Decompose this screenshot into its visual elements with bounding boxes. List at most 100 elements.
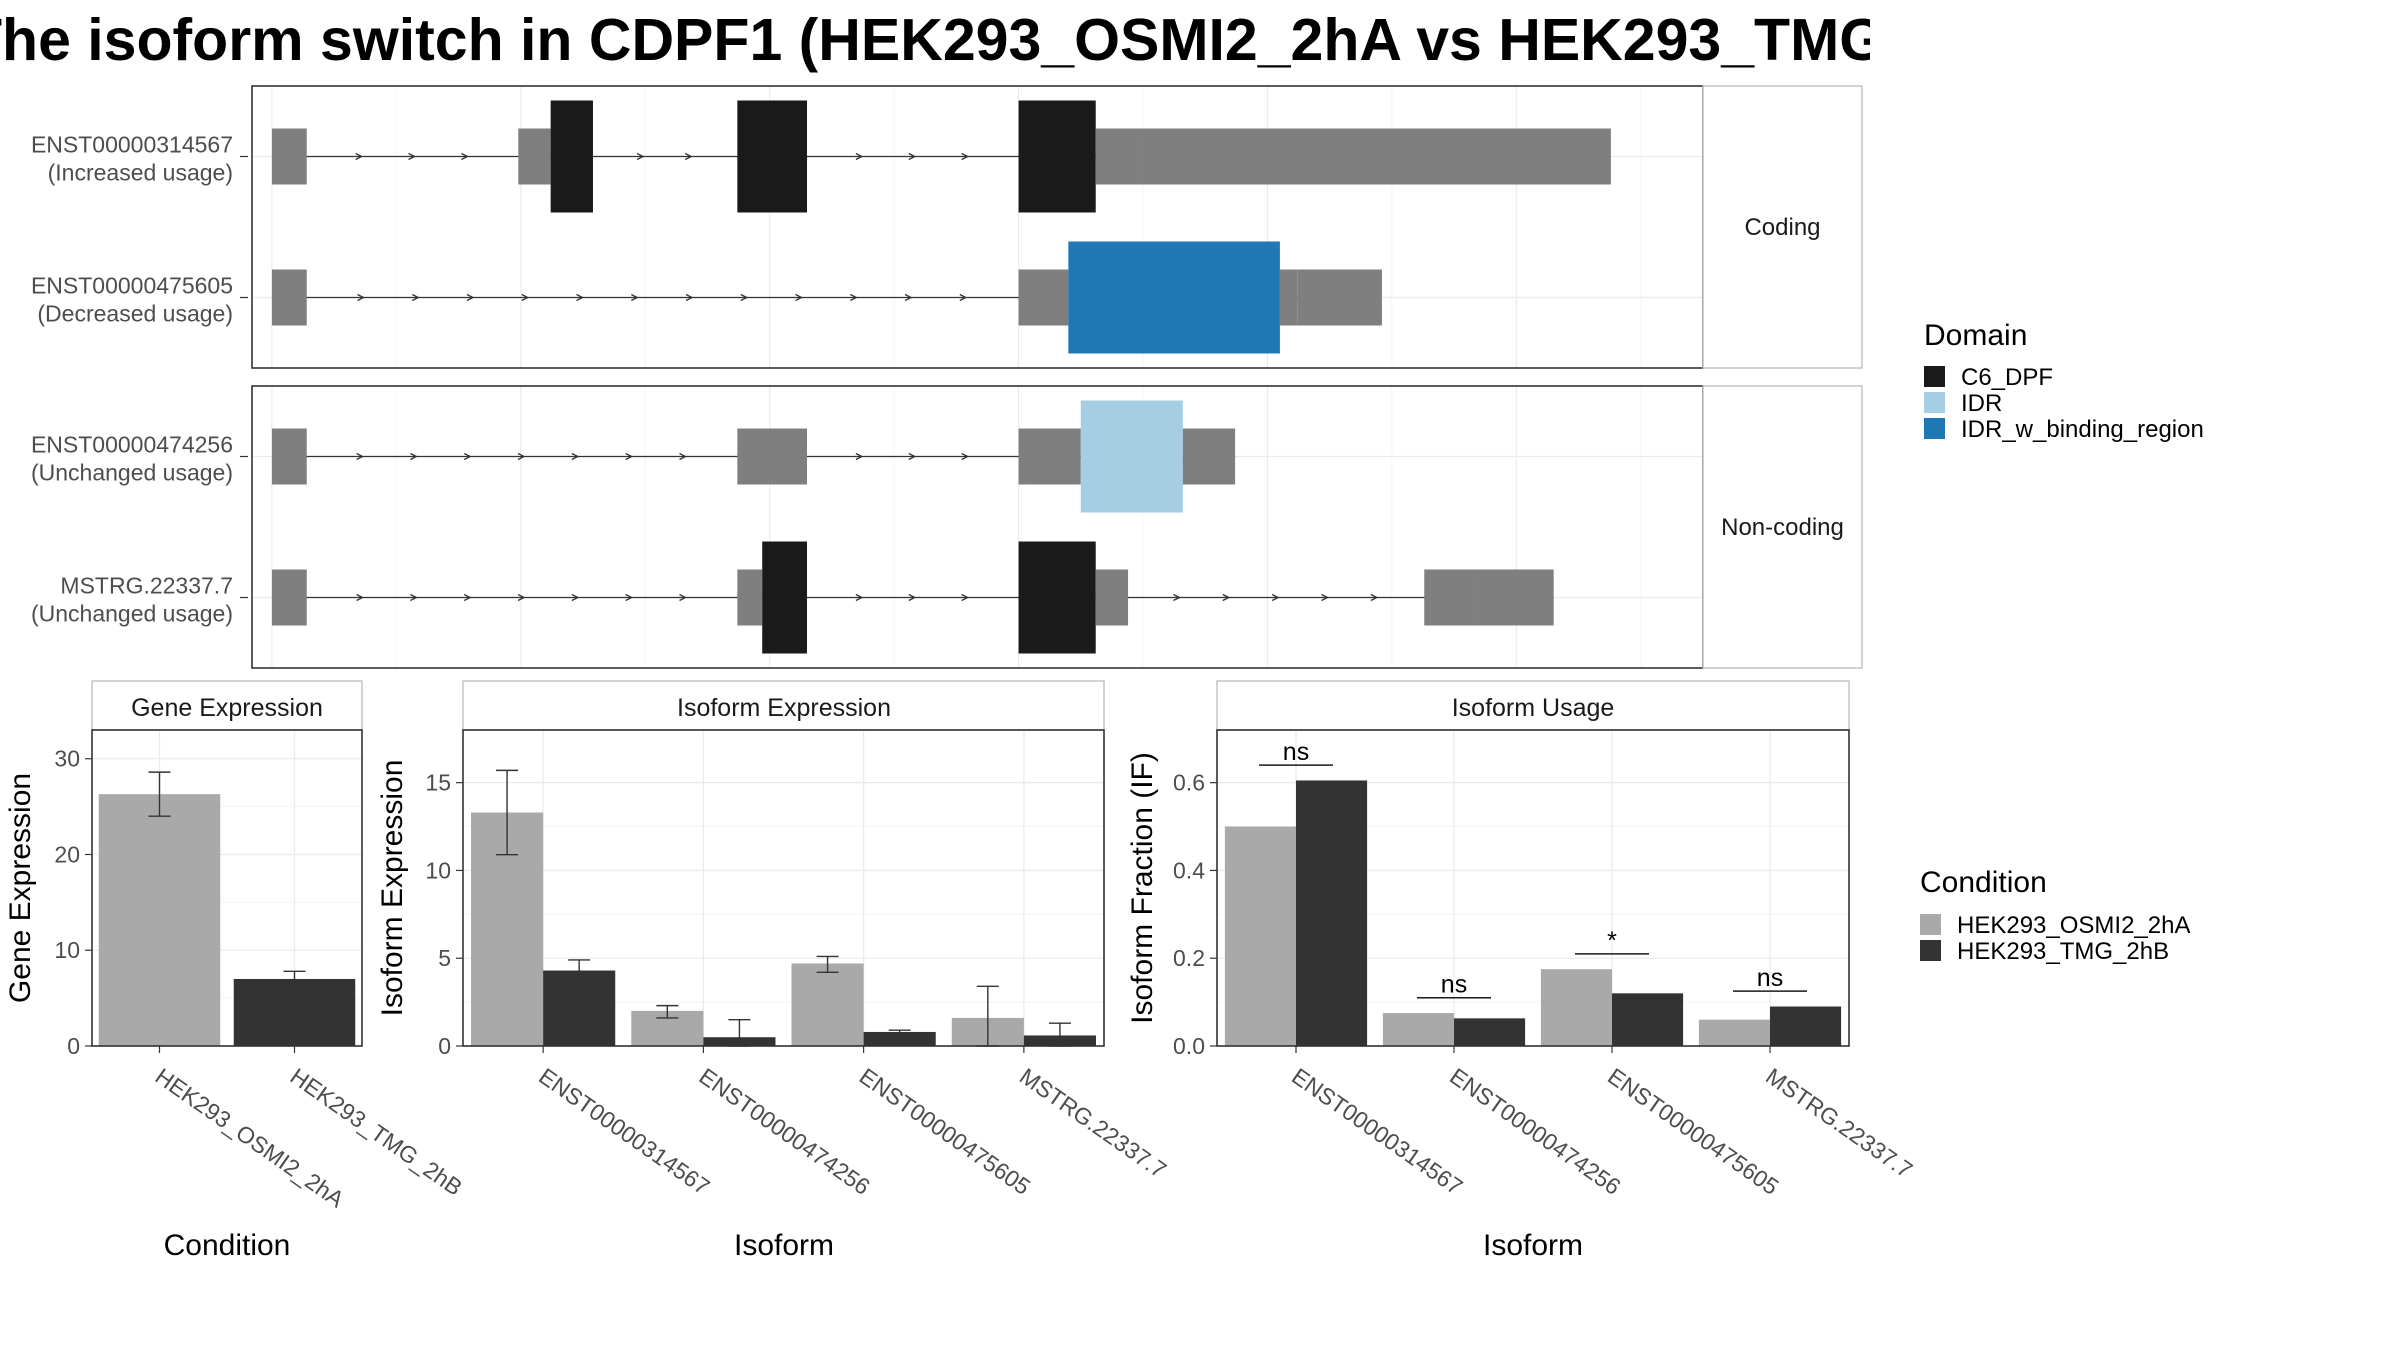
intron-arrow (679, 452, 687, 461)
y-tick-label: 30 (54, 746, 80, 772)
x-tick-label: ENST00000474256 (1445, 1063, 1625, 1200)
bar (791, 963, 864, 1046)
intron-arrow (466, 293, 475, 302)
isoform-usage-chart: Isoform Usage 0.0 0.2 0.4 0.6 ENST00000314567… (1126, 680, 1917, 1262)
x-tick-label: ENST00000314567 (534, 1063, 714, 1200)
intron-arrow (684, 152, 693, 161)
intron-arrow (908, 452, 917, 461)
bar (233, 978, 356, 1046)
y-tick-label: 0.6 (1173, 770, 1205, 796)
intron-arrow (679, 593, 687, 602)
bar (543, 970, 616, 1046)
legend-condition-swatch (1920, 914, 1941, 935)
exon-utr (518, 128, 551, 185)
exon-utr (737, 569, 763, 626)
y-tick-label: 5 (438, 945, 451, 971)
exon-idr (1080, 400, 1183, 513)
chart-border (91, 729, 363, 1047)
exon-utr (271, 269, 307, 326)
intron-arrow (1370, 593, 1379, 602)
y-tick-label: 20 (54, 841, 80, 867)
intron-arrow (740, 293, 749, 302)
intron-arrow (410, 452, 418, 461)
intron-arrow (1271, 593, 1280, 602)
exon-c6-dpf (1018, 541, 1096, 654)
bar (1296, 780, 1368, 1046)
facet-strip (1702, 85, 1863, 369)
intron-arrow (408, 152, 416, 161)
exon-utr (1279, 269, 1298, 326)
exon-utr (1018, 428, 1032, 485)
facet-strip-label: Non-coding (1721, 514, 1844, 541)
bar (863, 1031, 936, 1046)
transcript-usage-label: (Unchanged usage) (31, 460, 233, 486)
transcript-id-label: ENST00000475605 (31, 273, 233, 299)
y-tick-label: 15 (425, 770, 451, 796)
intron-arrow (355, 152, 364, 161)
legend-condition-label: HEK293_OSMI2_2hA (1957, 912, 2190, 939)
y-tick-label: 0.4 (1173, 857, 1205, 883)
intron-arrow (636, 152, 645, 161)
facet-strip-label: Coding (1744, 214, 1820, 241)
x-axis-label: Condition (164, 1229, 291, 1262)
y-tick-label: 0 (438, 1033, 451, 1059)
chart-border (462, 729, 1105, 1047)
intron-arrow (461, 152, 469, 161)
intron-arrow (411, 293, 420, 302)
intron-arrow (908, 593, 917, 602)
intron-arrow (855, 593, 864, 602)
intron-arrow (625, 593, 634, 602)
x-tick-label: MSTRG.22337.7 (1761, 1063, 1917, 1183)
intron-arrow (356, 452, 365, 461)
bar (1382, 1013, 1454, 1046)
exon-utr (1018, 269, 1032, 326)
intron-arrow (961, 452, 970, 461)
x-axis-label: Isoform (1483, 1229, 1583, 1262)
structure-panel-border (251, 385, 1704, 669)
legend-condition-swatch (1920, 940, 1941, 961)
exon-utr (1095, 128, 1139, 185)
exon-utr (1095, 569, 1129, 626)
significance-label: ns (1283, 738, 1309, 766)
exon-utr (1031, 428, 1081, 485)
structure-panel-border (251, 85, 1704, 369)
intron-arrow (576, 293, 584, 302)
y-tick-label: 10 (54, 937, 80, 963)
exon-utr (737, 428, 808, 485)
intron-arrow (357, 293, 365, 302)
exon-utr (271, 569, 307, 626)
bar (1698, 1019, 1770, 1046)
intron-arrow (1173, 593, 1181, 602)
y-tick-label: 10 (425, 857, 451, 883)
transcript-id-label: ENST00000314567 (31, 132, 233, 158)
legend-condition-label: HEK293_TMG_2hB (1957, 938, 2169, 965)
y-axis-label: Isoform Expression (376, 760, 409, 1017)
intron-arrow (908, 152, 917, 161)
exon-c6-dpf (762, 541, 808, 654)
exon-idr-w-binding-region (1068, 241, 1280, 354)
transcript-usage-label: (Decreased usage) (37, 301, 233, 327)
intron-arrow (850, 293, 858, 302)
x-tick-label: ENST00000474256 (695, 1063, 875, 1200)
exon-utr (1474, 569, 1554, 626)
facet-strip (1702, 385, 1863, 669)
intron-arrow (855, 152, 864, 161)
intron-arrow (521, 293, 530, 302)
chart-strip (91, 680, 363, 731)
intron-arrow (517, 452, 526, 461)
transcript-usage-label: (Increased usage) (48, 160, 233, 186)
legend-domain-label: IDR (1961, 390, 2002, 417)
y-tick-label: 0.2 (1173, 945, 1205, 971)
significance-label: ns (1757, 964, 1783, 992)
transcript-usage-label: (Unchanged usage) (31, 601, 233, 627)
exon-utr (1297, 269, 1382, 326)
intron-arrow (571, 452, 580, 461)
intron-arrow (410, 593, 418, 602)
chart-strip (462, 680, 1105, 731)
legend-domain-title: Domain (1924, 319, 2027, 352)
bar (1224, 826, 1296, 1046)
isoform-structure-panel: ENST00000314567(Increased usage) ENST0000… (31, 85, 1863, 669)
chart-strip (1216, 680, 1850, 731)
